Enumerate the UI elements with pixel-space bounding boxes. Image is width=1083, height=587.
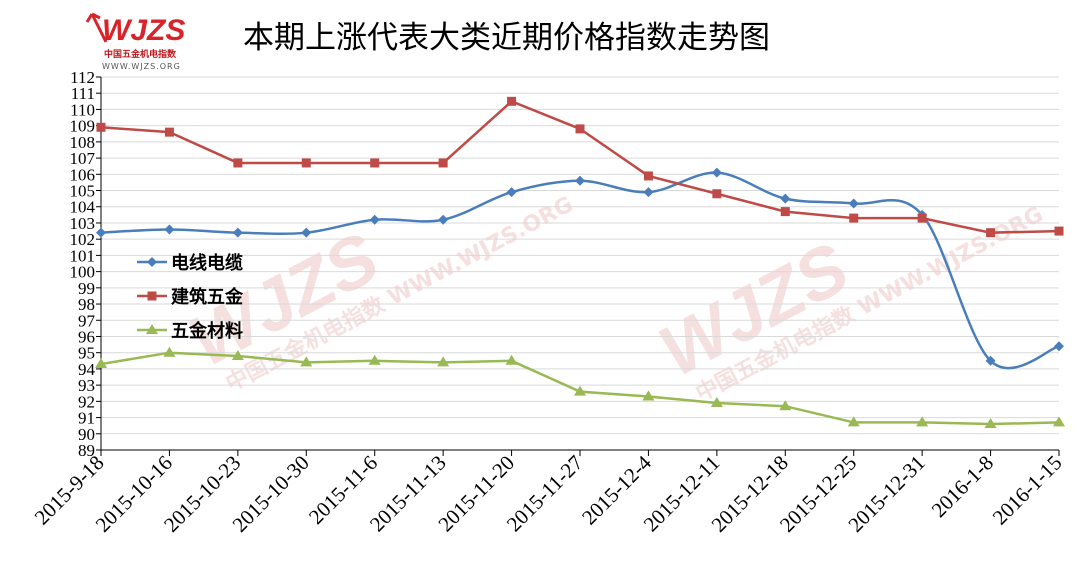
data-point: [779, 400, 792, 411]
y-tick-label: 98: [78, 295, 95, 314]
data-point: [642, 390, 655, 401]
data-point: [438, 158, 448, 168]
data-point: [300, 356, 313, 367]
series-2: [95, 346, 1065, 429]
y-tick-label: 99: [78, 279, 95, 298]
data-point: [1054, 226, 1064, 236]
data-point: [710, 396, 723, 407]
data-point: [437, 356, 450, 367]
data-point: [301, 158, 311, 168]
x-tick-label: 2016-1-8: [927, 451, 998, 522]
data-point: [301, 227, 312, 238]
data-point: [506, 187, 517, 198]
y-tick-label: 111: [71, 84, 95, 103]
data-point: [575, 124, 585, 134]
x-tick-label: 2016-1-15: [988, 451, 1067, 530]
logo-subtitle: 中国五金机电指数: [104, 48, 177, 60]
data-point: [438, 214, 449, 225]
legend-marker: [147, 257, 157, 267]
y-tick-label: 91: [78, 409, 95, 428]
y-tick-label: 102: [70, 230, 96, 249]
y-tick-label: 107: [70, 149, 96, 168]
data-point: [986, 228, 996, 238]
data-point: [368, 354, 381, 365]
data-point: [780, 207, 790, 217]
data-point: [574, 385, 586, 396]
y-tick-label: 101: [70, 246, 96, 265]
data-point: [96, 227, 106, 238]
y-tick-label: 97: [78, 311, 96, 330]
y-tick-label: 94: [78, 360, 96, 379]
data-point: [164, 224, 175, 235]
series-1: [96, 96, 1064, 238]
y-tick-label: 109: [70, 117, 96, 136]
logo-url: WWW.WJZS.ORG: [102, 62, 181, 71]
data-point: [575, 175, 585, 186]
data-point: [984, 418, 997, 429]
data-point: [163, 346, 176, 357]
y-tick-label: 92: [78, 392, 95, 411]
data-point: [231, 349, 244, 360]
y-tick-label: 95: [78, 344, 95, 363]
chart-title: 本期上涨代表大类近期价格指数走势图: [243, 20, 770, 56]
data-point: [96, 122, 106, 132]
data-point: [848, 198, 859, 209]
data-point: [232, 227, 243, 238]
y-tick-label: 89: [78, 441, 95, 460]
y-tick-label: 103: [70, 214, 96, 233]
data-point: [233, 158, 243, 168]
data-point: [370, 158, 380, 168]
data-point: [1054, 341, 1064, 352]
legend-label: 建筑五金: [171, 286, 244, 308]
data-point: [643, 171, 653, 181]
data-point: [916, 416, 929, 427]
data-point: [985, 355, 996, 366]
data-point: [1053, 416, 1065, 427]
data-point: [643, 187, 654, 198]
legend-marker: [146, 324, 158, 334]
y-tick-label: 105: [70, 182, 96, 201]
logo-arrow-icon: [85, 12, 108, 43]
data-point: [505, 354, 518, 365]
data-point: [711, 167, 722, 178]
wjzs-logo: WJZS 中国五金机电指数 WWW.WJZS.ORG: [85, 12, 185, 71]
data-point: [847, 416, 860, 427]
legend-marker: [147, 291, 157, 301]
legend-label: 电线电缆: [171, 252, 243, 274]
data-point: [849, 213, 859, 223]
y-tick-label: 93: [78, 376, 95, 395]
y-tick-label: 108: [70, 133, 96, 152]
series-group: [95, 96, 1065, 429]
gridlines: [101, 76, 1059, 435]
logo-word: WJZS: [102, 14, 185, 47]
legend-label: 五金材料: [171, 320, 243, 342]
data-point: [507, 96, 517, 106]
y-tick-label: 90: [78, 425, 95, 444]
y-tick-label: 106: [70, 165, 96, 184]
y-tick-label: 110: [70, 100, 95, 119]
y-tick-label: 96: [78, 327, 95, 346]
data-point: [369, 214, 380, 225]
data-point: [917, 213, 927, 223]
data-point: [95, 358, 107, 369]
y-tick-label: 112: [70, 68, 95, 87]
data-point: [780, 193, 791, 204]
y-tick-label: 104: [70, 198, 96, 217]
data-point: [164, 127, 174, 137]
y-tick-label: 100: [70, 263, 96, 282]
data-point: [712, 189, 722, 199]
series-line: [100, 99, 1060, 234]
